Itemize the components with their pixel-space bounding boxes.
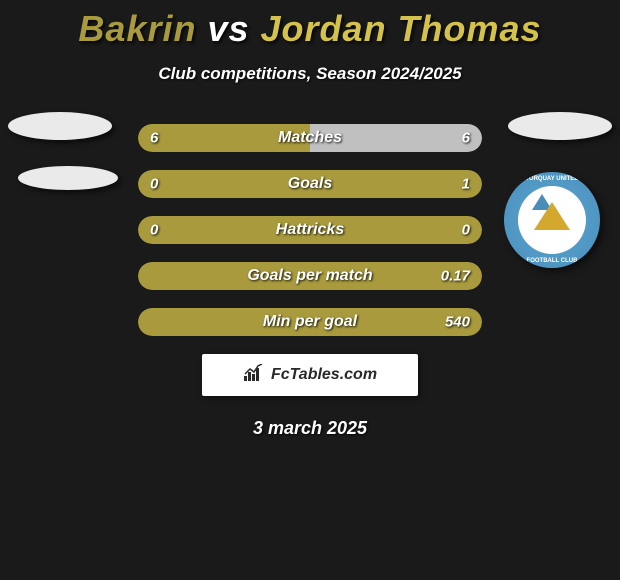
badge-inner (518, 186, 586, 254)
date-text: 3 march 2025 (0, 418, 620, 439)
branding-box: FcTables.com (202, 354, 418, 396)
stat-label: Goals per match (247, 267, 372, 285)
stat-row: Goals per match 0.17 (138, 262, 482, 290)
branding-text: FcTables.com (271, 366, 377, 384)
stat-row: Goals 0 1 (138, 170, 482, 198)
stat-right-value: 0 (462, 222, 470, 239)
player1-name: Bakrin (78, 8, 196, 49)
badge-text-top: TORQUAY UNITED (504, 176, 600, 182)
stat-right-value: 540 (445, 314, 470, 331)
chart-icon (243, 364, 265, 387)
stat-right-value: 1 (462, 176, 470, 193)
chart-area: TORQUAY UNITED FOOTBALL CLUB Matches 6 6 Go… (0, 124, 620, 439)
season-subtitle: Club competitions, Season 2024/2025 (0, 64, 620, 84)
comparison-title: Bakrin vs Jordan Thomas (0, 0, 620, 50)
stat-left-value: 6 (150, 130, 158, 147)
stat-right-value: 0.17 (441, 268, 470, 285)
right-club-placeholder (508, 112, 612, 140)
left-ellipse-2 (18, 166, 118, 190)
badge-mountain-icon-2 (534, 202, 570, 230)
stat-row: Matches 6 6 (138, 124, 482, 152)
badge-text-bottom: FOOTBALL CLUB (504, 258, 600, 264)
stat-right-value: 6 (462, 130, 470, 147)
vs-separator: vs (207, 8, 249, 49)
stat-label: Hattricks (276, 221, 344, 239)
stats-bars: Matches 6 6 Goals 0 1 Hattricks 0 0 Goals per mat… (138, 124, 482, 336)
right-ellipse-1 (508, 112, 612, 140)
stat-label: Matches (278, 129, 342, 147)
left-club-placeholder (8, 112, 118, 190)
stat-row: Min per goal 540 (138, 308, 482, 336)
player2-name: Jordan Thomas (261, 8, 542, 49)
club-badge: TORQUAY UNITED FOOTBALL CLUB (504, 172, 600, 268)
left-ellipse-1 (8, 112, 112, 140)
stat-row: Hattricks 0 0 (138, 216, 482, 244)
stat-left-value: 0 (150, 176, 158, 193)
stat-label: Min per goal (263, 313, 357, 331)
stat-label: Goals (288, 175, 332, 193)
stat-left-value: 0 (150, 222, 158, 239)
